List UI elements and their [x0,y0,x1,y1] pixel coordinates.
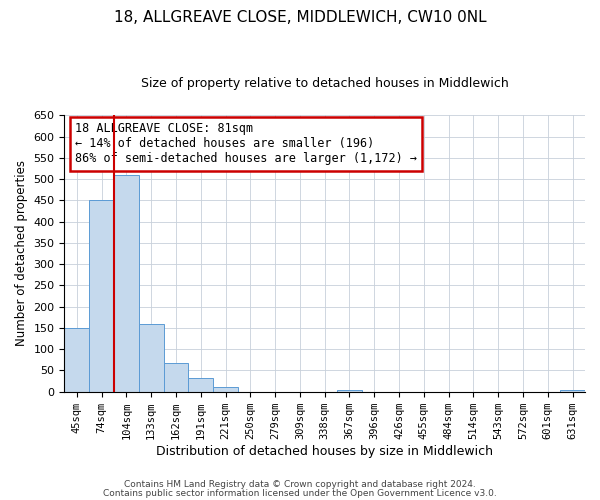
Text: 18, ALLGREAVE CLOSE, MIDDLEWICH, CW10 0NL: 18, ALLGREAVE CLOSE, MIDDLEWICH, CW10 0N… [113,10,487,25]
Bar [213,386,238,392]
Bar [188,378,213,392]
Bar [64,328,89,392]
Text: Contains HM Land Registry data © Crown copyright and database right 2024.: Contains HM Land Registry data © Crown c… [124,480,476,489]
Bar [560,390,585,392]
Bar [337,390,362,392]
Bar [139,324,164,392]
X-axis label: Distribution of detached houses by size in Middlewich: Distribution of detached houses by size … [156,444,493,458]
Text: Contains public sector information licensed under the Open Government Licence v3: Contains public sector information licen… [103,488,497,498]
Title: Size of property relative to detached houses in Middlewich: Size of property relative to detached ho… [141,78,509,90]
Bar [114,175,139,392]
Y-axis label: Number of detached properties: Number of detached properties [15,160,28,346]
Text: 18 ALLGREAVE CLOSE: 81sqm
← 14% of detached houses are smaller (196)
86% of semi: 18 ALLGREAVE CLOSE: 81sqm ← 14% of detac… [75,122,417,165]
Bar [164,363,188,392]
Bar [89,200,114,392]
